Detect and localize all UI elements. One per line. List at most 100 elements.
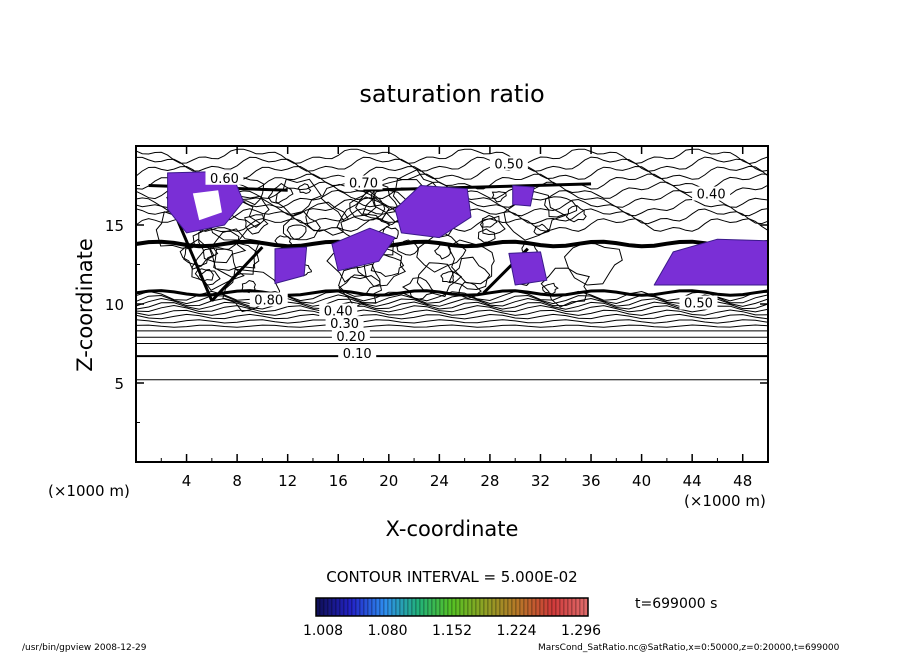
colorbar-cell [535, 597, 541, 617]
colorbar-cell [523, 597, 529, 617]
y-axis-label: Z-coordinate [73, 238, 97, 372]
contour-labels: 0.100.200.300.400.500.60 0.700.800.400.50 [205, 156, 731, 362]
colorbar-cell [471, 597, 477, 617]
colorbar-cell [499, 597, 505, 617]
contour-label-bg [319, 303, 358, 318]
contour-label: 0.50 [494, 158, 523, 173]
colorbar-cell [331, 597, 337, 617]
x-unit-right: (×1000 m) [684, 492, 766, 510]
contour-line [135, 319, 769, 324]
colorbar-cell [483, 597, 489, 617]
contour-eddy [267, 182, 294, 204]
y-tick-label: 5 [114, 375, 124, 393]
colorbar-cell [343, 597, 349, 617]
colorbar-cell [399, 597, 405, 617]
y-axis: 5 10 15 [105, 185, 768, 423]
x-axis-label: X-coordinate [386, 517, 519, 541]
contour-eddy [416, 231, 467, 273]
chart-title: saturation ratio [359, 80, 544, 108]
contour-line [135, 313, 769, 320]
colorbar-cell [507, 597, 513, 617]
x-tick-label: 16 [329, 472, 348, 490]
colorbar-tick-label: 1.152 [432, 623, 472, 639]
supersaturated-region [653, 238, 769, 286]
contour-eddy [503, 191, 567, 241]
supersaturated-region [274, 246, 308, 284]
colorbar-cell [451, 597, 457, 617]
colorbar-cell [367, 597, 373, 617]
contour-eddy [440, 270, 455, 284]
contour-eddy [179, 238, 219, 270]
colorbar-cell [447, 597, 453, 617]
colorbar-cell [323, 597, 329, 617]
contour-label: 0.40 [697, 188, 726, 203]
contour-eddy [244, 214, 269, 235]
colorbar-cell [555, 597, 561, 617]
contour-label-bg [338, 346, 377, 361]
contour-line [135, 173, 769, 190]
contour-label: 0.60 [210, 172, 239, 187]
colorbar-tick-label: 1.080 [367, 623, 407, 639]
colorbar-cell [559, 597, 565, 617]
contour-eddy [194, 268, 214, 282]
colorbar-tick-label: 1.008 [303, 623, 343, 639]
colorbar-cell [439, 597, 445, 617]
colorbar-cell [319, 597, 325, 617]
time-label: t=699000 s [635, 596, 717, 612]
colorbar-cell [363, 597, 369, 617]
colorbar-cell [579, 597, 585, 617]
contour-label: 0.30 [330, 317, 359, 332]
contour-edge [210, 246, 264, 302]
colorbar-cell [423, 597, 429, 617]
colorbar-cell [355, 597, 361, 617]
supersaturated-region [394, 185, 472, 239]
contour-line [135, 294, 769, 305]
x-tick-label: 12 [278, 472, 297, 490]
colorbar-cell [415, 597, 421, 617]
colorbar-tick-label: 1.296 [561, 623, 601, 639]
colorbar-cell [539, 597, 545, 617]
colorbar-cell [375, 597, 381, 617]
contour-lines [135, 148, 769, 381]
colorbar-cell [379, 597, 385, 617]
colorbar-cell [371, 597, 377, 617]
contour-edge [363, 182, 592, 192]
contour-label: 0.20 [336, 330, 365, 345]
contour-eddy [275, 178, 323, 215]
contour-eddy [305, 201, 350, 236]
y-tick-label: 10 [105, 296, 124, 314]
contour-eddy [434, 244, 451, 260]
colorbar-cell [515, 597, 521, 617]
colorbar-cell [327, 597, 333, 617]
contour-label-bg [325, 316, 364, 331]
footer-right: MarsCond_SatRatio.nc@SatRatio,x=0:50000,… [538, 643, 840, 653]
contour-eddy [533, 223, 550, 235]
colorbar-cell [543, 597, 549, 617]
contour-label: 0.40 [324, 304, 353, 319]
contour-eddy [401, 277, 437, 300]
plot-area: 0.100.200.300.400.500.60 0.700.800.400.50 [135, 145, 769, 463]
contour-eddy [282, 210, 321, 241]
supersaturated-region [331, 227, 396, 272]
contour-eddy [491, 191, 507, 203]
contour-line [135, 297, 769, 307]
contour-line [136, 156, 769, 172]
contour-label-bg [331, 328, 370, 343]
colorbar-cell [443, 597, 449, 617]
x-tick-label: 24 [430, 472, 449, 490]
colorbar-cell [455, 597, 461, 617]
colorbar-cell [503, 597, 509, 617]
colorbar-cell [571, 597, 577, 617]
contour-eddy [338, 275, 383, 308]
colorbar-cell [403, 597, 409, 617]
contour-eddy [198, 228, 247, 264]
colorbar-cell [383, 597, 389, 617]
supersaturated-region [508, 251, 548, 286]
x-unit-left: (×1000 m) [48, 482, 130, 500]
x-tick-label: 32 [531, 472, 550, 490]
contour-label-bg [249, 292, 288, 307]
contour-eddy [241, 279, 256, 294]
colorbar-cell [407, 597, 413, 617]
contour-eddy [183, 243, 215, 267]
